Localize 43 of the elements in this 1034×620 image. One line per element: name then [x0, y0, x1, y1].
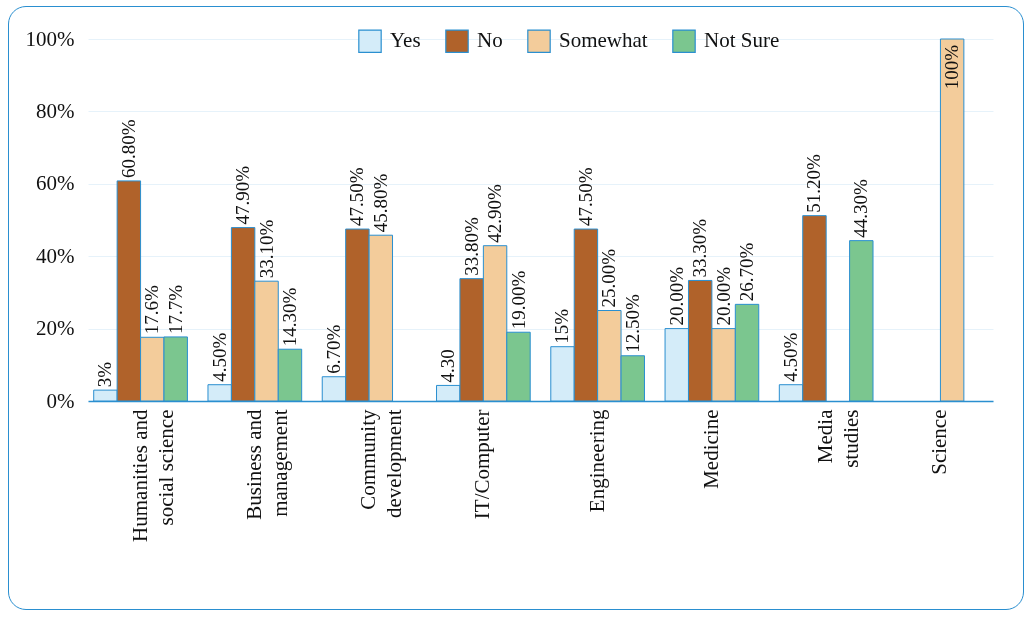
data-label: 6.70%: [322, 324, 344, 374]
y-tick-label: 60%: [36, 171, 75, 196]
data-label: 19.00%: [507, 270, 529, 330]
y-tick-label: 80%: [36, 98, 75, 123]
data-label: 4.30: [437, 349, 459, 383]
data-label: 26.70%: [736, 242, 758, 302]
data-label: 14.30%: [278, 287, 300, 347]
data-label: 4.50%: [208, 332, 230, 382]
y-tick-label: 20%: [36, 316, 75, 341]
y-tick-label: 0%: [46, 388, 75, 413]
legend-label: Not Sure: [704, 28, 780, 53]
data-label: 47.50%: [346, 167, 368, 227]
data-label: 100%: [941, 44, 963, 90]
x-tick-label: Medicine: [698, 409, 723, 489]
legend-label: Somewhat: [559, 28, 648, 53]
data-label: 33.80%: [460, 216, 482, 276]
data-label: 3%: [94, 361, 116, 388]
data-label: 20.00%: [712, 266, 734, 326]
data-label: 20.00%: [665, 266, 687, 326]
data-label: 44.30%: [850, 178, 872, 238]
data-label: 47.50%: [574, 167, 596, 227]
x-tick-label: Media studies: [813, 408, 864, 468]
data-label: 17.6%: [141, 285, 163, 335]
data-label: 45.80%: [369, 173, 391, 233]
y-tick-label: 40%: [36, 243, 75, 268]
data-label: 51.20%: [803, 153, 825, 213]
x-tick-label: IT/Computer: [470, 409, 495, 520]
data-label: 33.30%: [689, 218, 711, 278]
x-tick-label: Humanities and social science: [127, 409, 178, 542]
data-label: 4.50%: [780, 332, 802, 382]
data-label: 17.7%: [164, 284, 186, 334]
data-label: 42.90%: [484, 183, 506, 243]
x-tick-label: Science: [927, 409, 952, 475]
data-label: 33.10%: [255, 219, 277, 279]
y-tick-label: 100%: [25, 26, 75, 51]
data-label: 47.90%: [232, 165, 254, 225]
legend-label: Yes: [390, 28, 421, 53]
data-label: 60.80%: [117, 119, 139, 178]
x-tick-label: Engineering: [584, 409, 609, 513]
data-label: 25.00%: [598, 248, 620, 308]
data-label: 12.50%: [621, 294, 643, 353]
legend-label: No: [477, 28, 503, 53]
data-label: 15%: [551, 308, 573, 344]
